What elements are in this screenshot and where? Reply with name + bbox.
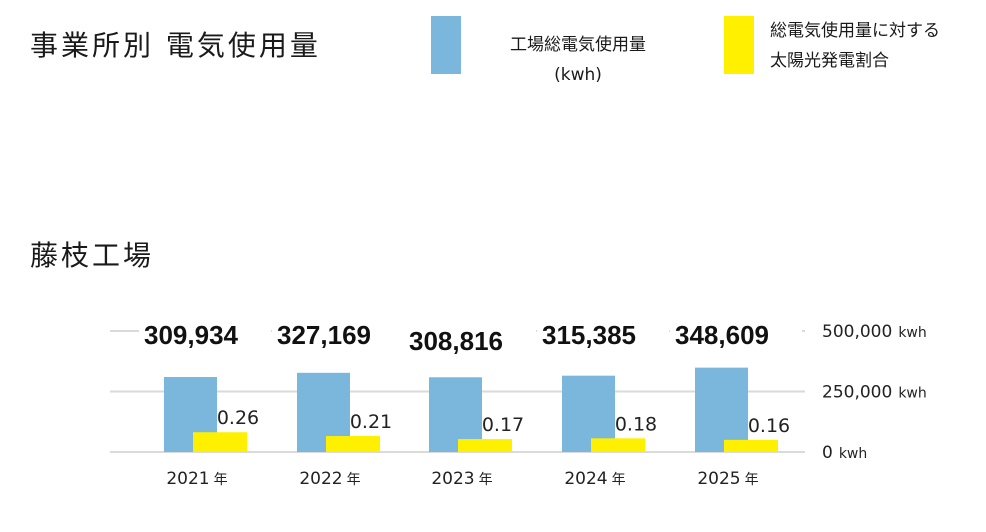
solar-ratio-label: 0.17 [482, 414, 524, 436]
usage-value-label: 308,816 [409, 326, 503, 356]
usage-label-bg [670, 320, 802, 352]
x-tick-label: 2023 年 [431, 469, 492, 489]
legend-label-usage: 工場総電気使用量 (kwh) [483, 30, 673, 90]
solar-ratio-bar [326, 436, 380, 452]
legend-label-solar: 総電気使用量に対する 太陽光発電割合 [770, 16, 980, 76]
usage-value-label: 309,934 [144, 320, 239, 350]
solar-ratio-bar [724, 439, 778, 452]
usage-label-bg [139, 320, 271, 352]
solar-ratio-label: 0.16 [748, 415, 790, 437]
legend-label-usage-line2: (kwh) [554, 65, 602, 85]
legend-label-usage-line1: 工場総電気使用量 [510, 35, 646, 55]
solar-ratio-label: 0.21 [350, 411, 392, 433]
legend-swatch-usage [431, 16, 461, 74]
usage-bar [695, 367, 748, 452]
x-tick-label: 2024 年 [564, 469, 625, 489]
solar-ratio-bar [591, 438, 645, 452]
page-title: 事業所別 電気使用量 [30, 29, 321, 62]
legend-label-solar-line1: 総電気使用量に対する [770, 21, 940, 41]
usage-value-label: 327,169 [277, 320, 371, 350]
x-tick-label: 2022 年 [299, 469, 360, 489]
y-tick-label: 500,000 kwh [822, 322, 927, 342]
x-tick-label: 2025 年 [697, 469, 758, 489]
y-tick-label: 250,000 kwh [822, 383, 927, 403]
usage-label-bg [404, 326, 536, 358]
y-tick-label: 0 kwh [822, 443, 867, 463]
x-tick-label: 2021 年 [166, 469, 227, 489]
usage-value-label: 315,385 [542, 320, 636, 350]
solar-ratio-label: 0.26 [217, 407, 259, 429]
solar-ratio-label: 0.18 [615, 413, 657, 435]
usage-label-bg [272, 320, 404, 352]
solar-ratio-bar [193, 432, 247, 452]
legend-swatch-solar [724, 16, 754, 74]
usage-label-bg [537, 320, 669, 352]
solar-ratio-bar [458, 439, 512, 452]
legend-label-solar-line2: 太陽光発電割合 [770, 51, 889, 71]
factory-name: 藤枝工場 [30, 239, 155, 272]
usage-value-label: 348,609 [675, 320, 769, 350]
